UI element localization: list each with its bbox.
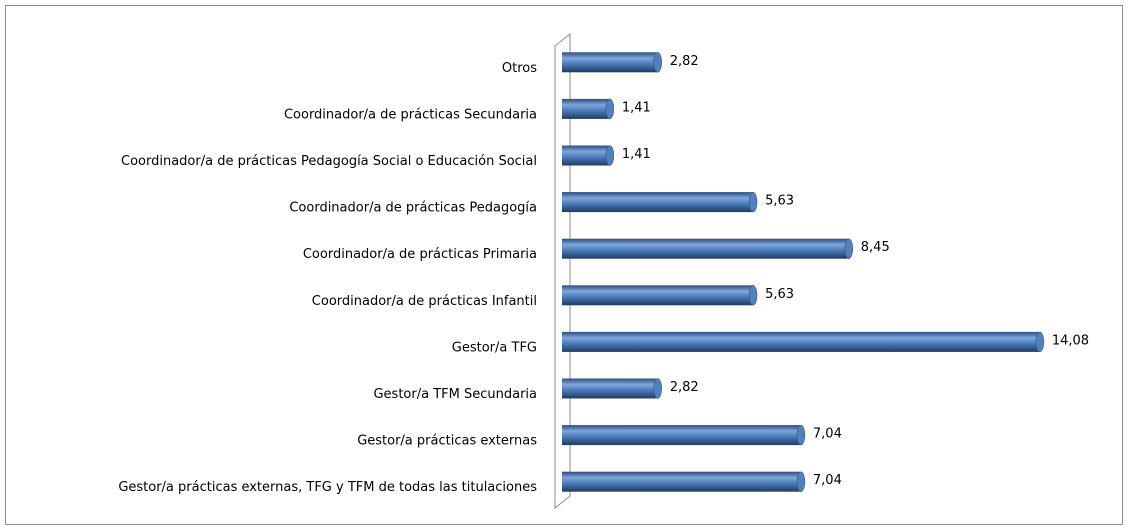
bar [562,52,658,73]
bar [562,425,801,446]
value-label: 1,41 [622,147,651,162]
bar-cap [653,52,662,73]
value-label: 2,82 [670,380,699,395]
bar [562,471,801,492]
bar-cap [605,145,615,166]
bar [562,98,610,119]
value-label: 7,04 [813,427,842,442]
bar-cap [748,191,758,213]
value-label: 5,63 [765,194,794,209]
bar-cap [748,285,758,306]
category-label: Gestor/a TFG [452,340,537,355]
bar-cap [1035,331,1045,353]
bar [562,378,658,399]
bar-cap [796,471,806,492]
bar-cap [605,98,615,120]
bar [562,192,754,213]
bar-cap [653,378,662,399]
bar-cap [796,424,806,446]
value-label: 2,82 [670,54,699,69]
category-label: Gestor/a TFM Secundaria [373,387,537,402]
category-label: Coordinador/a de prácticas Secundaria [284,107,537,122]
category-label: Gestor/a prácticas externas [357,434,537,449]
category-label: Coordinador/a de prácticas Primaria [303,247,537,262]
bar [562,238,849,259]
bar [562,331,1040,352]
bar [562,285,754,306]
bar-cap [844,238,854,259]
bar [562,145,610,166]
value-label: 5,63 [765,287,794,302]
category-label: Coordinador/a de prácticas Pedagogía Soc… [121,154,537,169]
value-label: 14,08 [1052,333,1089,348]
category-label: Coordinador/a de prácticas Infantil [312,294,537,309]
category-label: Otros [502,61,537,76]
category-label: Gestor/a prácticas externas, TFG y TFM d… [118,480,537,495]
value-label: 7,04 [813,473,842,488]
category-label: Coordinador/a de prácticas Pedagogía [289,201,537,216]
value-label: 8,45 [861,240,890,255]
value-label: 1,41 [622,100,651,115]
